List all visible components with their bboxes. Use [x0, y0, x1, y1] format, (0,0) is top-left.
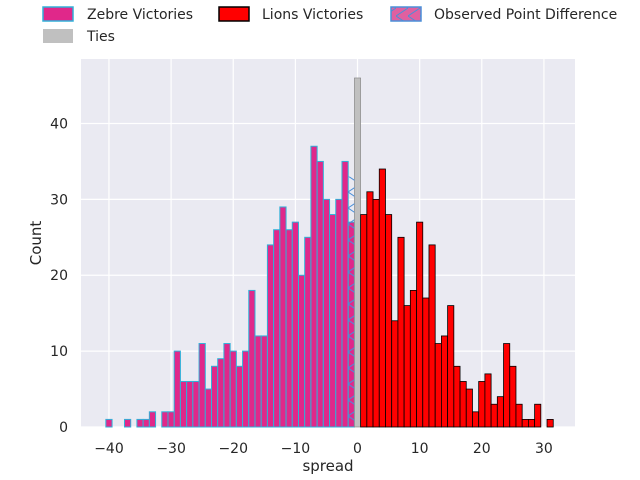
lions-bar: [441, 335, 449, 428]
zebre-bar: [204, 388, 212, 428]
legend-swatch-zebre: [42, 6, 74, 22]
lions-bar: [372, 198, 380, 428]
legend-item-ties: Ties: [43, 29, 115, 45]
zebre-bar: [285, 229, 293, 428]
lions-bar: [521, 419, 529, 428]
zebre-bar: [142, 418, 150, 428]
lions-bar: [484, 373, 492, 428]
bars: [105, 77, 554, 428]
zebre-bar: [304, 236, 312, 428]
zebre-bar: [329, 214, 337, 428]
zebre-bar: [105, 418, 113, 428]
lions-bar: [459, 381, 467, 428]
legend-label-lions: Lions Victories: [262, 7, 363, 23]
lions-bar: [503, 343, 511, 428]
lions-bar: [378, 168, 386, 428]
x-tick-label: 0: [353, 441, 362, 457]
lions-bar: [496, 396, 504, 428]
zebre-bar: [254, 335, 262, 428]
y-tick-label: 30: [50, 192, 68, 208]
zebre-bar: [242, 350, 250, 428]
zebre-bar: [273, 229, 281, 428]
zebre-bar: [223, 343, 231, 428]
zebre-bar: [179, 380, 188, 428]
lions-bar: [360, 214, 368, 428]
zebre-bar: [322, 198, 331, 428]
lions-bar: [397, 236, 405, 428]
lions-bar: [422, 297, 430, 428]
zebre-bar: [266, 244, 275, 428]
legend-label-zebre: Zebre Victories: [87, 7, 193, 23]
lions-bar: [434, 343, 442, 428]
lions-bar: [409, 290, 417, 428]
zebre-bar: [316, 160, 324, 428]
lions-bar: [403, 305, 411, 428]
lions-bar: [447, 305, 455, 428]
legend-label-ties: Ties: [86, 29, 115, 45]
zebre-bar: [123, 418, 132, 428]
zebre-bar: [310, 145, 318, 428]
zebre-bar: [279, 206, 287, 428]
legend-label-observed: Observed Point Difference: [434, 7, 617, 23]
zebre-bar: [260, 335, 268, 428]
lions-bar: [509, 365, 517, 428]
legend-swatch-lions: [218, 6, 250, 22]
zebre-bar: [186, 380, 194, 428]
zebre-bar: [335, 198, 343, 428]
zebre-bar: [167, 411, 175, 428]
zebre-bar: [136, 418, 144, 428]
lions-bar: [478, 381, 486, 428]
x-tick-label: −10: [281, 441, 311, 457]
legend-item-lions: Lions Victories: [218, 6, 363, 23]
ties-bar: [354, 77, 361, 428]
zebre-bar: [229, 350, 237, 428]
legend-item-zebre: Zebre Victories: [42, 6, 193, 23]
lions-bar: [385, 214, 393, 428]
x-axis-label: spread: [302, 457, 353, 475]
lions-bar: [490, 403, 498, 428]
y-tick-label: 0: [59, 420, 68, 436]
y-tick-label: 10: [50, 344, 68, 360]
x-tick-label: −20: [218, 441, 248, 457]
x-tick-label: −30: [156, 441, 186, 457]
zebre-bar: [192, 380, 200, 428]
zebre-bar: [148, 411, 157, 428]
observed-point-difference-bar: [348, 176, 355, 427]
lions-bar: [366, 191, 374, 428]
lions-bar: [465, 388, 473, 428]
zebre-bar: [161, 411, 169, 428]
tick-labels: −40 −30 −20 −10 0 10 20 30 0 10 20 30 40: [50, 116, 553, 457]
legend: Zebre Victories Lions Victories Observed…: [42, 6, 617, 45]
lions-bar: [391, 320, 399, 428]
lions-bar: [428, 244, 436, 428]
zebre-bar: [291, 221, 299, 428]
lions-bar: [472, 411, 480, 428]
x-tick-label: 20: [473, 441, 491, 457]
observed-overlay: [348, 176, 355, 427]
x-tick-label: 10: [411, 441, 429, 457]
legend-swatch-observed-hatch: [391, 7, 421, 21]
lions-bar: [453, 365, 461, 428]
x-tick-label: −40: [94, 441, 124, 457]
x-tick-label: 30: [535, 441, 553, 457]
legend-swatch-ties: [43, 29, 73, 43]
zebre-bar: [173, 350, 181, 428]
y-tick-label: 40: [50, 116, 68, 132]
zebre-bar: [217, 358, 225, 428]
lions-bar: [527, 419, 536, 428]
zebre-bar: [198, 343, 206, 428]
zebre-bar: [210, 365, 219, 428]
y-axis-label: Count: [27, 221, 45, 266]
y-tick-label: 20: [50, 268, 68, 284]
lions-bar: [515, 403, 523, 428]
zebre-bar: [341, 160, 349, 428]
lions-bar: [546, 419, 554, 428]
zebre-bar: [235, 365, 244, 428]
zebre-bar: [297, 274, 306, 428]
zebre-bar: [248, 289, 256, 428]
lions-bar: [416, 221, 424, 428]
legend-item-observed: Observed Point Difference: [390, 6, 617, 23]
lions-bar: [534, 403, 542, 428]
